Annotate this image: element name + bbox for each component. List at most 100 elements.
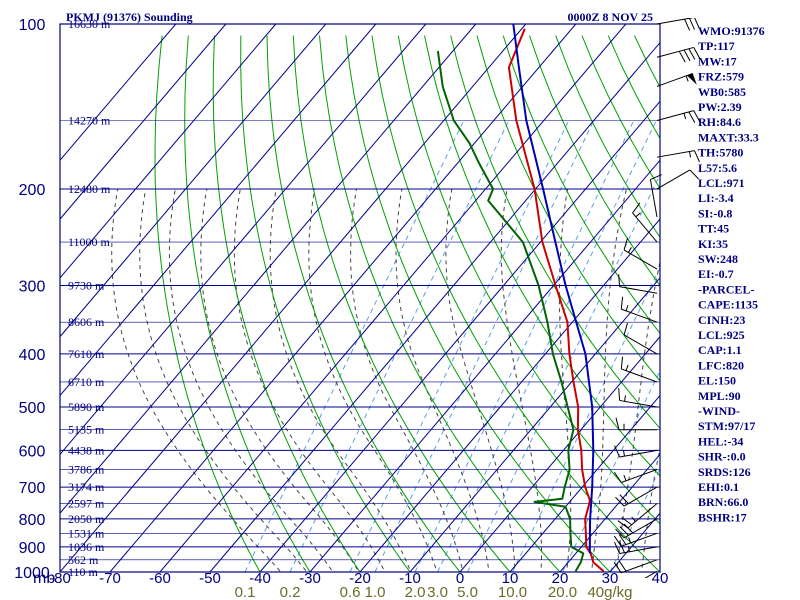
barb-flag: [623, 238, 628, 251]
wind-barb: [623, 322, 658, 355]
height-label: 562 m: [68, 553, 99, 567]
barb-staff: [627, 503, 658, 529]
height-label: 16630 m: [68, 17, 111, 31]
grid-layer: [59, 23, 661, 573]
barb-flag: [678, 51, 686, 63]
dry-adiabat: [476, 35, 660, 382]
index-value: BRN:66.0: [698, 495, 748, 509]
wind-barb: [656, 46, 700, 63]
temperature-tick-label: 40: [652, 570, 669, 587]
barb-clip: [613, 18, 700, 578]
barb-half-flag: [635, 212, 641, 218]
barb-flag: [615, 496, 625, 507]
mixing-ratio-label: 2.0: [405, 584, 426, 600]
dry-adiabat: [345, 35, 611, 572]
isotherm: [60, 24, 527, 572]
moist-adiabat: [590, 188, 627, 572]
isotherm: [60, 24, 377, 397]
mixing-ratio-label: 10.0: [498, 584, 527, 600]
wind-barb: [618, 274, 658, 294]
barb-half-flag: [625, 364, 629, 371]
barb-flag: [693, 110, 700, 122]
temperature-tick-label: -40: [249, 570, 271, 587]
index-value: SW:248: [698, 252, 738, 266]
index-value: -PARCEL-: [698, 282, 754, 296]
barb-flag: [613, 535, 622, 547]
series-clip: [436, 24, 605, 572]
dry-adiabat: [529, 35, 660, 287]
temperature-tick-label: -80: [49, 570, 71, 587]
barb-flag: [688, 48, 696, 60]
barb-staff: [621, 559, 658, 574]
wind-barb-layer: [613, 18, 700, 578]
index-value: EHI:0.1: [698, 480, 739, 494]
barb-half-flag: [683, 113, 687, 120]
barb-flag: [632, 202, 641, 214]
mixing-ratio-label: 0.2: [280, 584, 301, 600]
moist-adiabat: [200, 188, 360, 572]
index-value: MPL:90: [698, 389, 741, 403]
temperature-tick-label: -60: [149, 570, 171, 587]
index-value: PW:2.39: [698, 100, 742, 114]
index-value: BSHR:17: [698, 510, 747, 524]
wind-barb: [613, 469, 658, 483]
height-label: 8606 m: [68, 315, 105, 329]
index-value: CINH:23: [698, 313, 745, 327]
height-label: 12480 m: [68, 182, 111, 196]
barb-flag: [620, 296, 624, 310]
isotherm: [559, 453, 660, 572]
barb-flag: [615, 528, 625, 539]
height-label: 2597 m: [68, 497, 105, 511]
barb-staff: [632, 212, 658, 243]
moist-adiabat: [445, 188, 516, 572]
mixing-ratio-line: [374, 120, 595, 572]
wind-barb: [615, 417, 657, 431]
barb-flag: [614, 445, 621, 458]
height-label: 3786 m: [68, 462, 105, 476]
barb-staff: [619, 546, 658, 555]
barb-staff: [619, 399, 658, 408]
dry-adiabat: [319, 35, 561, 572]
height-label: 6710 m: [68, 375, 105, 389]
barb-staff: [656, 150, 695, 158]
height-label: 7610 m: [68, 347, 105, 361]
index-value: LCL:925: [698, 328, 745, 342]
barb-half-flag: [627, 545, 630, 552]
pressure-tick-label: 500: [19, 400, 46, 417]
index-value: SI:-0.8: [698, 206, 732, 220]
isotherm: [60, 24, 427, 456]
barb-flag: [619, 494, 629, 504]
barb-flag: [619, 541, 625, 553]
isotherm: [309, 159, 660, 572]
index-value: TP:117: [698, 39, 735, 53]
barb-flag: [618, 560, 627, 572]
isotherm: [60, 24, 227, 220]
dry-adiabat: [502, 35, 660, 334]
dry-adiabat: [266, 35, 461, 572]
barb-flag: [683, 49, 691, 62]
barb-flag: [623, 322, 628, 336]
mixing-ratio-label: 40g/kg: [587, 584, 632, 600]
wind-barb: [632, 202, 658, 243]
pressure-tick-label: 600: [19, 443, 46, 460]
barb-half-flag: [685, 75, 689, 82]
barb-flag: [694, 18, 700, 29]
mixing-ratio-line: [349, 120, 570, 572]
barb-staff: [621, 368, 658, 383]
wind-barb: [613, 532, 658, 547]
barb-flag: [693, 150, 700, 163]
barb-flag: [619, 526, 629, 536]
index-value: EI:-0.7: [698, 267, 734, 281]
dewpoint-line: [436, 50, 585, 572]
index-value: WMO:91376: [698, 24, 765, 38]
barb-staff: [656, 46, 694, 58]
mixing-ratio-label: 20.0: [548, 584, 577, 600]
height-label: 110 m: [68, 565, 99, 579]
barb-flag: [620, 356, 624, 370]
mixing-ratio-line: [289, 120, 510, 572]
mixing-ratio-line: [609, 467, 660, 572]
wind-barb: [656, 110, 700, 124]
isotherm: [259, 100, 660, 572]
